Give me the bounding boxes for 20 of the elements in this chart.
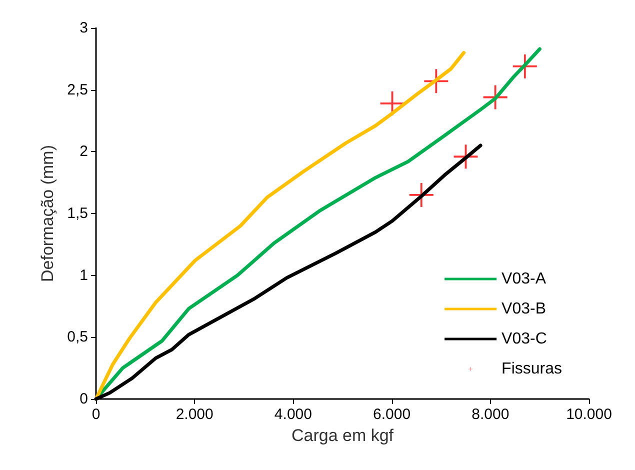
legend-label: V03-B bbox=[502, 300, 546, 318]
y-tick-label: 2,5 bbox=[67, 81, 88, 98]
legend-label: V03-C bbox=[502, 330, 547, 348]
y-tick-label: 2 bbox=[80, 143, 88, 160]
x-tick-label: 10.000 bbox=[566, 406, 612, 423]
x-tick-label: 4.000 bbox=[274, 406, 312, 423]
x-tick-label: 8.000 bbox=[472, 406, 510, 423]
y-axis-title: Deformação (mm) bbox=[38, 145, 58, 282]
y-tick-label: 1,5 bbox=[67, 205, 88, 222]
y-tick-label: 1 bbox=[80, 266, 88, 284]
legend-label: V03-A bbox=[502, 270, 546, 288]
y-tick-label: 0 bbox=[80, 390, 88, 408]
line-series bbox=[94, 50, 466, 401]
y-tick-label: 0,5 bbox=[67, 328, 88, 346]
x-axis-title: Carga em kgf bbox=[291, 426, 394, 445]
y-tick-label: 3 bbox=[80, 20, 88, 36]
x-tick-label: 0 bbox=[92, 406, 100, 423]
legend-label: Fissuras bbox=[502, 360, 562, 378]
x-tick-label: 2.000 bbox=[176, 406, 214, 423]
x-tick-label: 6.000 bbox=[373, 406, 411, 423]
